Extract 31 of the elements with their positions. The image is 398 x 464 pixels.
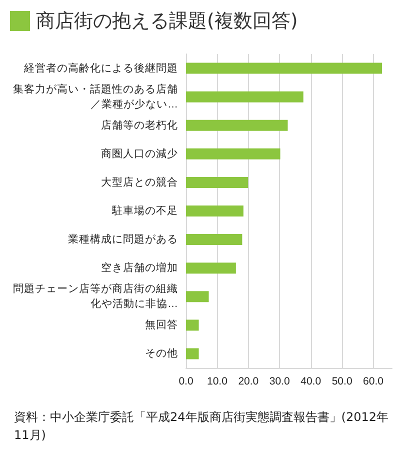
x-tick-label: 10.0 [206,376,228,388]
x-tick-label: 40.0 [300,376,322,388]
x-tick-label: 50.0 [332,376,352,388]
y-tick-label: 集客力が高い・話題性のある店舗／業種が少ない… [13,82,178,110]
y-tick-label: 経営者の高齢化による後継問題 [23,61,178,74]
y-tick-label: 大型店との競合 [101,175,178,188]
x-tick-label: 0.0 [178,376,194,388]
x-tick-label: 60.0 [363,376,384,388]
y-tick-label: 商圏人口の減少 [101,146,178,160]
y-tick-label: 店舗等の老朽化 [101,118,178,132]
bar [186,234,242,246]
y-tick-label: 業種構成に問題がある [68,232,178,246]
bar [186,206,244,216]
x-tick-label: 20.0 [238,376,259,388]
y-tick-label: その他 [145,348,178,360]
bar [186,120,288,131]
bar [186,91,304,102]
x-tick-label: 30.0 [269,376,290,388]
bar [186,262,236,274]
y-tick-label: 駐車場の不足 [111,204,178,217]
bar [186,148,280,160]
y-tick-label: 問題チェーン店等が商店街の組織化や活動に非協… [13,282,178,310]
bar [186,176,248,188]
text: 資料：中小企業庁委託「平成24年版商店街実態調査報告書」(2012年11月) [14,409,390,444]
bar [186,320,199,331]
y-tick-label: 無回答 [145,319,178,332]
bar [186,291,209,302]
y-tick-label: 空き店舗の増加 [101,261,178,274]
bar [186,348,199,360]
bar [186,62,382,74]
chart-title: 商店街の抱える課題(複数回答) [36,9,298,34]
